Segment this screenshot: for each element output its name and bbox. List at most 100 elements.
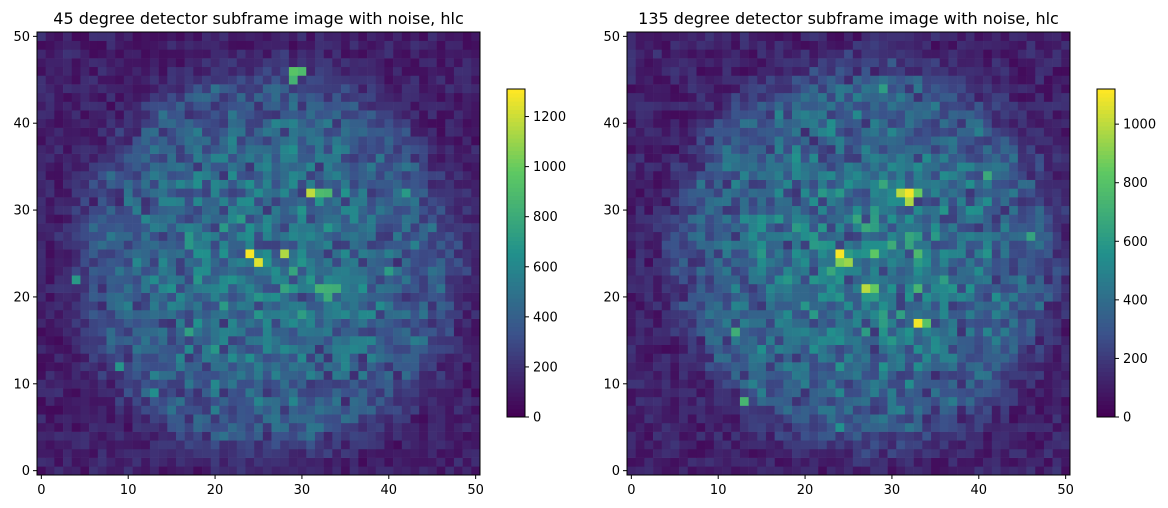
heatmap-cell [54, 336, 64, 346]
colorbar-gradient-step [507, 392, 525, 397]
heatmap-cell [696, 370, 706, 380]
heatmap-cell [54, 162, 64, 172]
heatmap-cell [471, 197, 481, 207]
colorbar-gradient-step [507, 191, 525, 196]
heatmap-cell [132, 118, 142, 128]
heatmap-cell [748, 327, 758, 337]
heatmap-cell [341, 214, 351, 224]
heatmap-cell [627, 301, 636, 311]
heatmap-cell [410, 283, 420, 293]
heatmap-cell [384, 118, 394, 128]
heatmap-cell [931, 283, 941, 293]
heatmap-cell [1035, 127, 1045, 137]
heatmap-cell [175, 448, 185, 458]
heatmap-cell [965, 118, 975, 128]
heatmap-cell [713, 327, 723, 337]
heatmap-cell [149, 457, 159, 467]
heatmap-cell [297, 170, 307, 180]
heatmap-cell [63, 240, 73, 250]
heatmap-cell [193, 309, 203, 319]
heatmap-cell [957, 179, 967, 189]
heatmap-cell [271, 92, 281, 102]
heatmap-cell [687, 431, 697, 441]
heatmap-cell [193, 327, 203, 337]
heatmap-cell [748, 370, 758, 380]
heatmap-cell [288, 301, 298, 311]
heatmap-cell [739, 292, 749, 302]
heatmap-cell [757, 92, 767, 102]
heatmap-cell [757, 162, 767, 172]
heatmap-cell [878, 144, 888, 154]
heatmap-cell [375, 84, 385, 94]
heatmap-cell [236, 370, 246, 380]
heatmap-cell [965, 370, 975, 380]
heatmap-cell [627, 205, 636, 215]
heatmap-cell [106, 240, 116, 250]
heatmap-cell [1052, 188, 1062, 198]
heatmap-cell [419, 327, 429, 337]
heatmap-cell [349, 214, 359, 224]
heatmap-cell [193, 249, 203, 259]
heatmap-cell [896, 188, 906, 198]
heatmap-cell [1052, 127, 1062, 137]
heatmap-cell [254, 214, 264, 224]
heatmap-cell [80, 32, 90, 41]
heatmap-cell [419, 266, 429, 276]
heatmap-cell [445, 344, 455, 354]
heatmap-cell [931, 92, 941, 102]
heatmap-cell [679, 388, 689, 398]
heatmap-cell [800, 84, 810, 94]
heatmap-cell [722, 188, 732, 198]
heatmap-cell [202, 301, 212, 311]
heatmap-cell [939, 205, 949, 215]
heatmap-cell [661, 396, 671, 406]
heatmap-cell [245, 370, 255, 380]
heatmap-cell [288, 170, 298, 180]
heatmap-cell [427, 405, 437, 415]
heatmap-cell [818, 431, 828, 441]
heatmap-cell [765, 301, 775, 311]
heatmap-cell [367, 84, 377, 94]
heatmap-cell [419, 431, 429, 441]
heatmap-cell [89, 431, 99, 441]
heatmap-cell [254, 188, 264, 198]
heatmap-cell [957, 197, 967, 207]
heatmap-cell [731, 84, 741, 94]
heatmap-cell [427, 58, 437, 68]
heatmap-cell [401, 84, 411, 94]
heatmap-cell [1000, 110, 1010, 120]
heatmap-cell [80, 275, 90, 285]
heatmap-cell [774, 422, 784, 432]
heatmap-cell [141, 379, 151, 389]
heatmap-cell [37, 179, 46, 189]
heatmap-cell [80, 75, 90, 85]
colorbar-gradient-step [507, 388, 525, 393]
heatmap-cell [653, 370, 663, 380]
heatmap-cell [445, 40, 455, 50]
heatmap-cell [696, 92, 706, 102]
heatmap-cell [904, 214, 914, 224]
heatmap-cell [123, 440, 133, 450]
heatmap-cell [965, 110, 975, 120]
heatmap-cell [731, 379, 741, 389]
heatmap-cell [722, 214, 732, 224]
heatmap-cell [1009, 414, 1019, 424]
heatmap-cell [288, 197, 298, 207]
heatmap-cell [410, 448, 420, 458]
heatmap-cell [679, 353, 689, 363]
heatmap-cell [254, 318, 264, 328]
heatmap-cell [887, 223, 897, 233]
heatmap-cell [236, 214, 246, 224]
heatmap-cell [965, 144, 975, 154]
heatmap-cell [818, 136, 828, 146]
heatmap-cell [878, 431, 888, 441]
heatmap-cell [63, 223, 73, 233]
heatmap-cell [931, 275, 941, 285]
heatmap-cell [419, 40, 429, 50]
heatmap-cell [80, 249, 90, 259]
heatmap-cell [1043, 127, 1053, 137]
heatmap-cell [748, 127, 758, 137]
heatmap-cell [358, 266, 368, 276]
heatmap-cell [1017, 431, 1027, 441]
heatmap-cell [453, 223, 463, 233]
